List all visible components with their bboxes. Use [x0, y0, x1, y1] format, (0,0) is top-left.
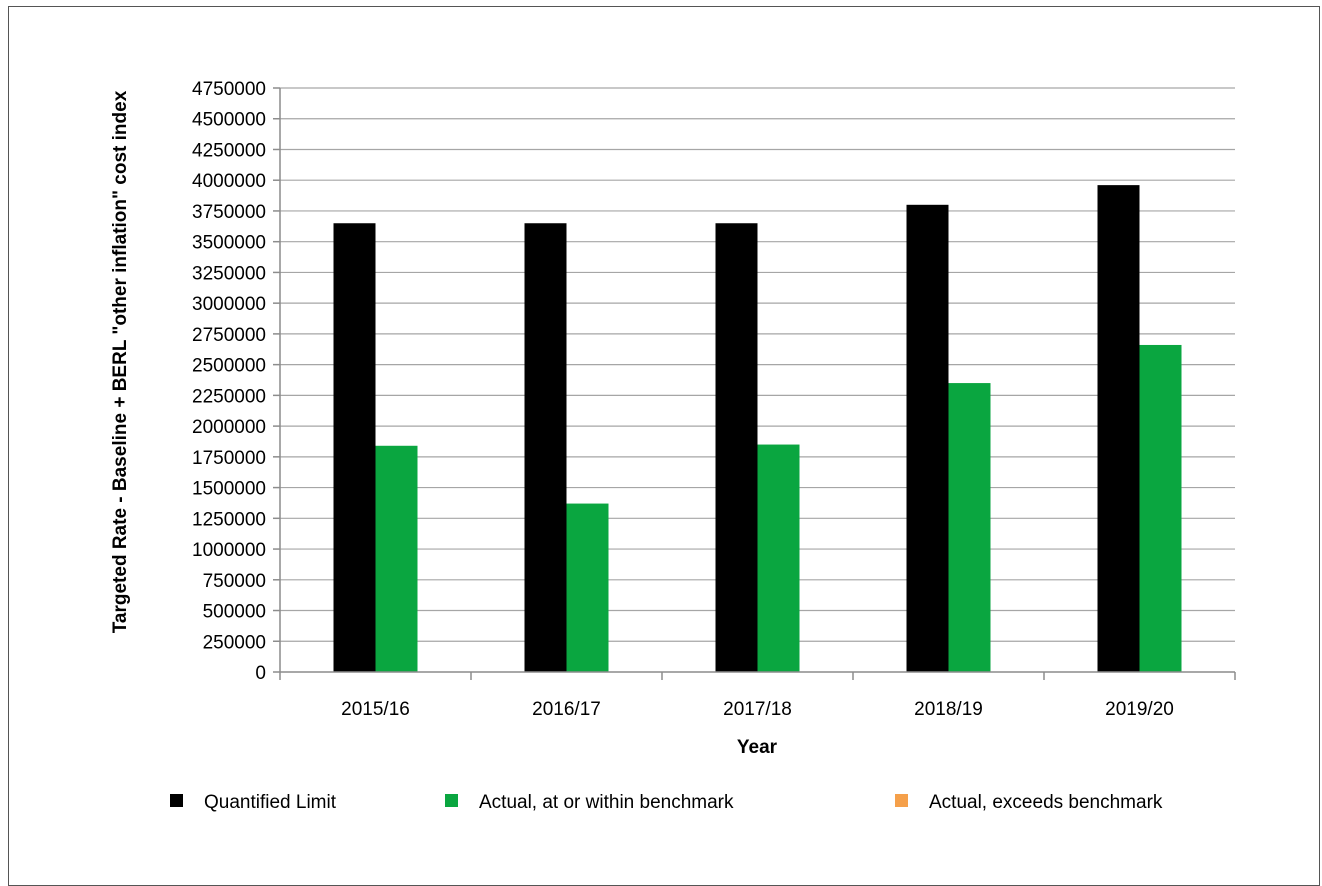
- x-tick-label: 2015/16: [341, 699, 410, 720]
- bar: [1139, 344, 1182, 672]
- y-axis-title: Targeted Rate - Baseline + BERL "other i…: [110, 90, 131, 633]
- y-tick-label: 2500000: [192, 356, 266, 377]
- y-tick-label: 3250000: [192, 263, 266, 284]
- axes: [273, 87, 1236, 680]
- y-tick-label: 1750000: [192, 448, 266, 469]
- legend-label: Quantified Limit: [204, 792, 337, 813]
- legend: Quantified Limit Actual, at or within ben…: [170, 792, 1163, 813]
- y-tick-label: 4750000: [192, 79, 266, 100]
- y-tick-label: 4250000: [192, 140, 266, 161]
- bar: [715, 223, 758, 672]
- legend-label: Actual, at or within benchmark: [479, 792, 734, 813]
- x-tick-labels: 2015/16 2016/17 2017/18 2018/19 2019/20: [341, 699, 1174, 720]
- x-tick-label: 2018/19: [914, 699, 983, 720]
- y-tick-label: 1250000: [192, 509, 266, 530]
- y-tick-label: 3500000: [192, 233, 266, 254]
- y-tick-label: 500000: [203, 602, 266, 623]
- y-tick-label: 4000000: [192, 171, 266, 192]
- y-tick-label: 2250000: [192, 386, 266, 407]
- y-tick-label: 1000000: [192, 540, 266, 561]
- bar: [1097, 185, 1140, 672]
- x-tick-label: 2019/20: [1105, 699, 1174, 720]
- y-tick-label: 4500000: [192, 110, 266, 131]
- y-tick-labels: 0 250000 500000 750000 1000000 1250000 1500000…: [192, 79, 266, 684]
- bar: [566, 503, 609, 672]
- bar: [948, 383, 991, 672]
- y-tick-label: 3000000: [192, 294, 266, 315]
- bar: [757, 444, 800, 672]
- legend-swatch: [445, 794, 458, 807]
- legend-swatch: [170, 794, 183, 807]
- y-tick-label: 2750000: [192, 325, 266, 346]
- x-axis-title: Year: [737, 737, 778, 758]
- y-tick-label: 750000: [203, 571, 266, 592]
- bars: [333, 185, 1182, 673]
- legend-label: Actual, exceeds benchmark: [929, 792, 1163, 813]
- y-tick-label: 2000000: [192, 417, 266, 438]
- bar: [524, 223, 567, 672]
- y-tick-label: 1500000: [192, 479, 266, 500]
- bar: [906, 204, 949, 673]
- bar: [375, 445, 418, 672]
- x-tick-label: 2016/17: [532, 699, 601, 720]
- x-tick-label: 2017/18: [723, 699, 792, 720]
- y-tick-label: 3750000: [192, 202, 266, 223]
- legend-swatch: [895, 794, 908, 807]
- y-tick-label: 250000: [203, 632, 266, 653]
- y-tick-label: 0: [255, 663, 266, 684]
- bar: [333, 223, 376, 672]
